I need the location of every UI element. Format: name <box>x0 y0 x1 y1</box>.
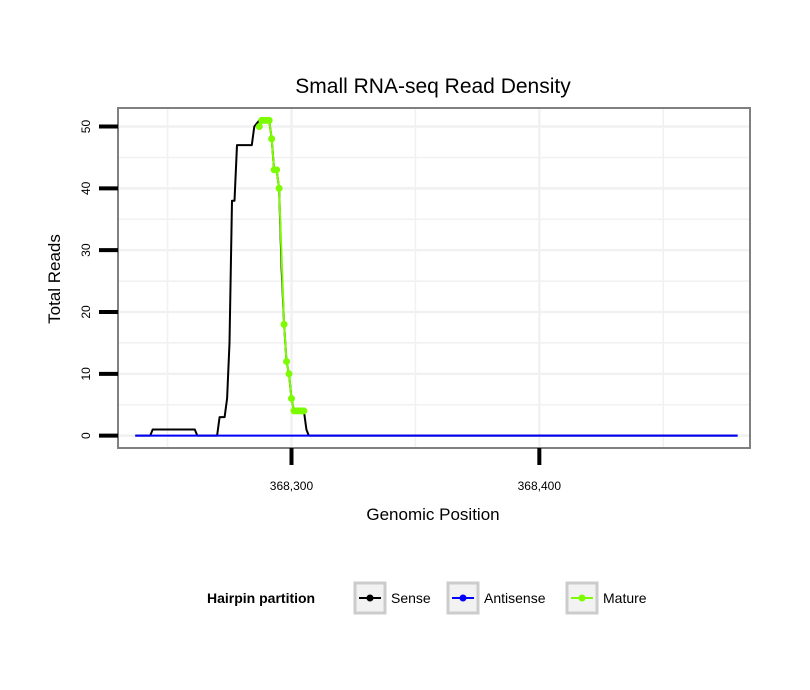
mature-point <box>280 320 288 328</box>
series-layer <box>135 116 738 437</box>
mature-point <box>275 184 283 192</box>
y-tick-label: 40 <box>79 181 93 195</box>
plot-panel-border <box>117 107 751 449</box>
y-tick-label: 20 <box>79 305 93 319</box>
legend-label-mature: Mature <box>603 590 647 606</box>
mature-point <box>287 395 295 403</box>
mature-point <box>255 123 263 131</box>
mature-point <box>273 166 281 174</box>
x-axis-label: Genomic Position <box>366 505 499 524</box>
legend-point-mature <box>578 594 586 602</box>
series-line-sense <box>135 119 738 437</box>
y-tick-label: 50 <box>79 120 93 134</box>
x-tick-label: 368,400 <box>518 479 562 493</box>
y-tick-label: 30 <box>79 243 93 257</box>
x-tick-label: 368,300 <box>270 479 314 493</box>
mature-point <box>283 357 291 365</box>
chart-title: Small RNA-seq Read Density <box>295 75 571 98</box>
x-axis: 368,300 368,400 <box>270 448 562 493</box>
legend-title: Hairpin partition <box>207 590 315 606</box>
legend: Hairpin partition Sense Antisense Mature <box>207 581 647 615</box>
mature-point <box>268 135 276 143</box>
legend-point-sense <box>366 594 374 602</box>
grid-lines <box>118 108 750 448</box>
y-tick-label: 0 <box>79 432 93 439</box>
legend-point-antisense <box>459 594 467 602</box>
y-tick-label: 10 <box>79 367 93 381</box>
series-line-mature <box>258 119 304 412</box>
mature-point <box>285 370 293 378</box>
mature-point <box>300 407 308 415</box>
y-axis-label: Total Reads <box>45 234 64 324</box>
y-axis: 0 10 20 30 40 50 <box>79 120 118 439</box>
legend-label-antisense: Antisense <box>484 590 546 606</box>
mature-point <box>265 116 273 124</box>
legend-label-sense: Sense <box>391 590 431 606</box>
